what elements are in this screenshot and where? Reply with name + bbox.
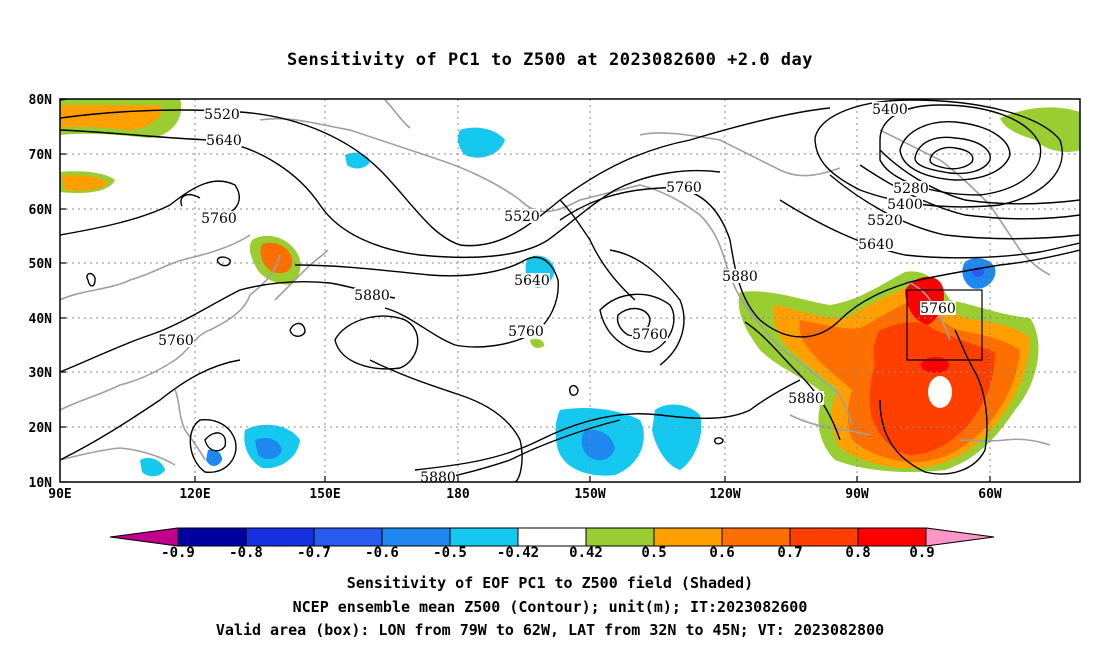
contour-label: 5760 [201,211,237,227]
colorbar-label: -0.7 [297,545,331,561]
colorbar-left-triangle [109,527,179,547]
contour-label-bg [508,324,544,338]
lon-label: 60W [978,487,1002,502]
contour-label-bg [887,197,923,211]
lat-label: 60N [29,203,53,218]
lon-labels: 90E 120E 150E 180 150W 120W 90W 60W [48,487,1002,502]
lon-label: 120W [709,487,740,502]
lat-label: 70N [29,148,53,163]
lat-label: 30N [29,366,53,381]
colorbar-label: 0.6 [709,545,734,561]
contour-labels: 5520 5640 5760 5520 5640 5880 5760 5760 5760 5760… [158,102,956,486]
lat-label: 10N [29,476,53,491]
contour-label: 5400 [887,197,923,213]
colorbar-swatch [721,527,791,547]
contour-label-bg [504,209,540,223]
contour-label-bg [867,213,903,227]
caption-line-2: NCEP ensemble mean Z500 (Contour); unit(… [292,598,808,616]
contour-label: 5760 [666,180,702,196]
contour-label-bg [354,288,390,302]
contour-label: 5640 [858,237,894,253]
contour-label-bg [666,180,702,194]
contour-label: 5280 [893,181,929,197]
contour-label: 5520 [867,213,903,229]
contour-label: 5640 [514,273,550,289]
contour-label: 5880 [722,269,758,285]
contour-label: 5880 [354,288,390,304]
contour-label-bg [514,273,550,287]
contour-label: 5520 [204,107,240,123]
colorbar-label: 0.42 [569,545,603,561]
caption-line-1: Sensitivity of EOF PC1 to Z500 field (Sh… [346,574,754,592]
contour-label: 5760 [920,301,956,317]
contour-label: 5520 [504,209,540,225]
contour-label-bg [872,102,908,116]
colorbar-swatch [313,527,383,547]
contour-label-bg [420,470,456,482]
lat-labels: 80N 70N 60N 50N 40N 30N 20N 10N [29,93,53,491]
contour-label-bg [632,327,668,341]
map-border [59,98,1081,483]
colorbar-swatch [177,527,247,547]
z500-contours [60,99,1080,482]
colorbar-label: -0.6 [365,545,399,561]
colorbar-right-triangle [925,527,995,547]
colorbar-swatch [585,527,655,547]
map-title: Sensitivity of PC1 to Z500 at 2023082600… [286,50,813,70]
lat-label: 20N [29,421,53,436]
colorbar-label: -0.9 [161,545,195,561]
colorbar-swatch [517,527,587,547]
contour-label-bg [920,301,956,315]
lon-label: 180 [446,487,470,502]
contour-label-bg [893,181,929,195]
colorbar-swatch [245,527,315,547]
lon-label: 150E [309,487,340,502]
colorbar-swatch [857,527,927,547]
contour-label: 5400 [872,102,908,118]
lat-label: 40N [29,312,53,327]
contour-label: 5760 [508,324,544,340]
contour-label-bg [204,107,240,121]
contour-label: 5760 [158,333,194,349]
colorbar-label: -0.5 [433,545,467,561]
contour-label-bg [206,133,242,147]
colorbar-swatch [381,527,451,547]
lat-label: 50N [29,257,53,272]
lon-label: 90W [845,487,869,502]
contour-label: 5880 [788,391,824,407]
contour-label: 5640 [206,133,242,149]
contour-label-bg [788,391,824,405]
colorbar-label: 0.7 [777,545,802,561]
colorbar-label: 0.8 [845,545,870,561]
lon-label: 90E [48,487,71,502]
contour-label-bg [158,333,194,347]
caption-line-3: Valid area (box): LON from 79W to 62W, L… [215,621,885,639]
colorbar [109,527,995,547]
colorbar-label: 0.9 [909,545,934,561]
contour-label: 5880 [420,470,456,486]
contour-label-bg [201,211,237,225]
colorbar-swatch [449,527,519,547]
colorbar-label: -0.42 [497,545,539,561]
contour-label-bg [722,269,758,283]
lon-label: 150W [574,487,605,502]
lat-label: 80N [29,93,53,108]
colorbar-labels: -0.9 -0.8 -0.7 -0.6 -0.5 -0.42 0.42 0.5 … [161,545,935,561]
colorbar-label: 0.5 [641,545,666,561]
lon-label: 120E [179,487,210,502]
contour-label-bg [858,237,894,251]
colorbar-label: -0.8 [229,545,263,561]
valid-area-box [906,289,983,361]
contour-label: 5760 [632,327,668,343]
colorbar-swatch [653,527,723,547]
axis-ticks [60,98,991,483]
colorbar-swatch [789,527,859,547]
